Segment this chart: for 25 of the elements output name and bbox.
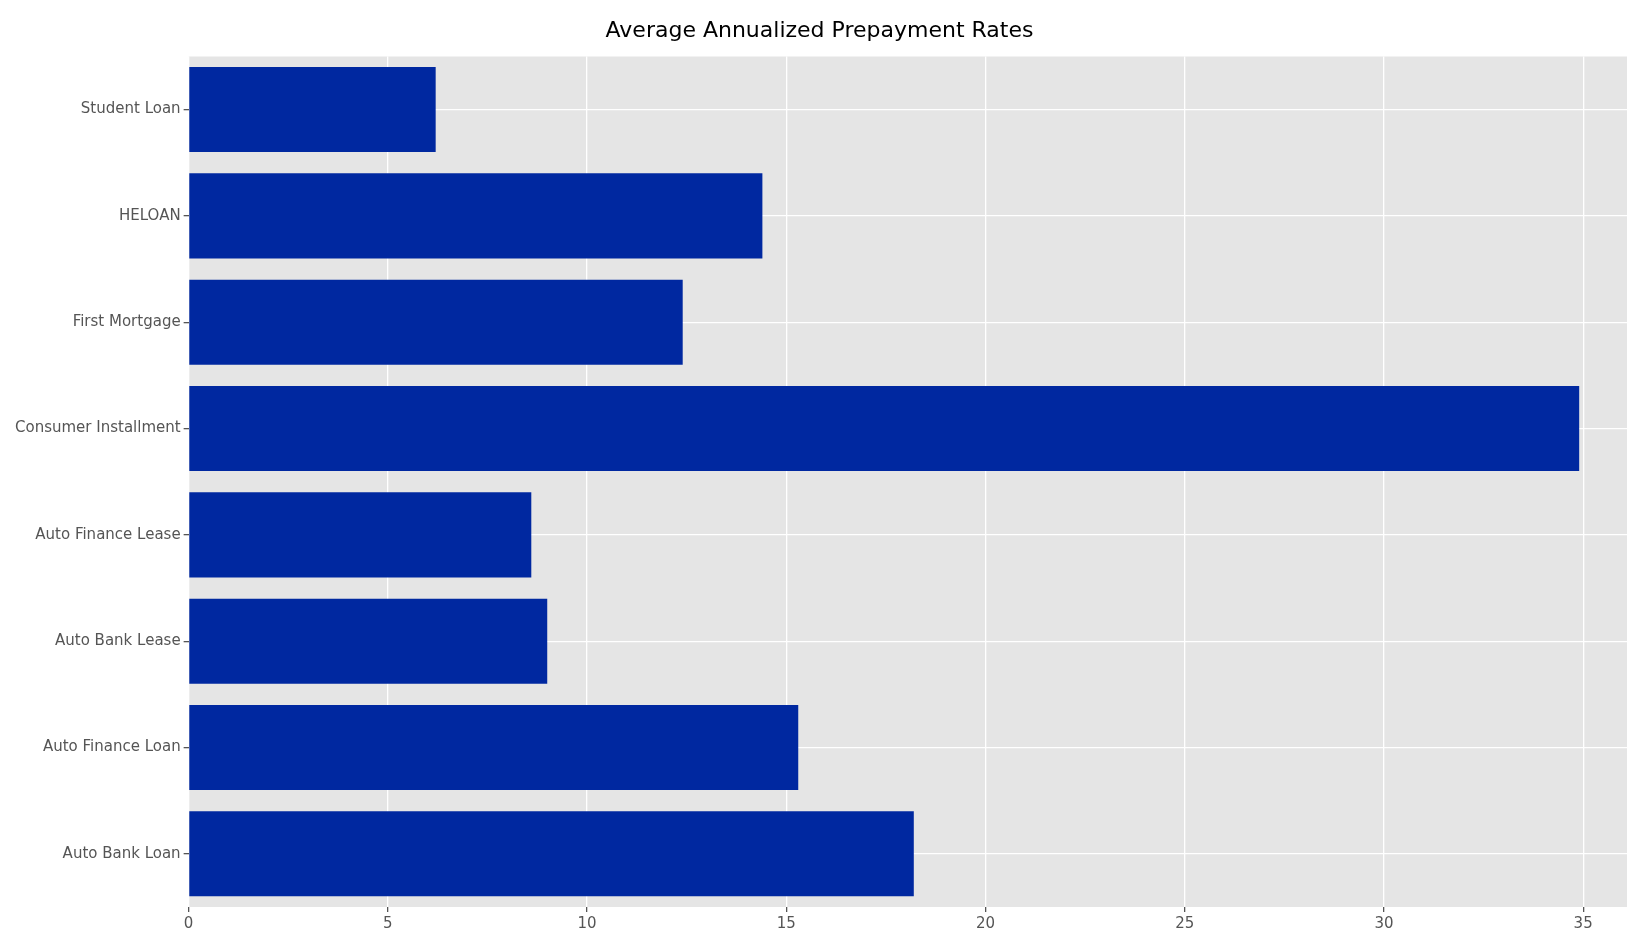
y-tick-label: Auto Bank Loan xyxy=(62,843,181,862)
x-tick-label: 5 xyxy=(383,913,393,932)
x-tick-label: 20 xyxy=(975,913,996,932)
x-tick-label: 0 xyxy=(183,913,194,932)
x-tick-label: 30 xyxy=(1374,913,1394,932)
x-tick-label: 10 xyxy=(577,913,597,932)
y-tick-label: HELOAN xyxy=(119,205,181,224)
chart-title: Average Annualized Prepayment Rates xyxy=(605,16,1034,42)
y-tick-label: Auto Bank Lease xyxy=(55,631,181,650)
bar xyxy=(189,598,548,684)
y-tick-label: First Mortgage xyxy=(72,312,181,331)
bar xyxy=(189,279,683,365)
bar xyxy=(189,67,436,153)
x-tick-label: 35 xyxy=(1573,913,1593,932)
x-tick-label: 25 xyxy=(1175,913,1195,932)
bar xyxy=(189,173,763,259)
y-tick-label: Auto Finance Lease xyxy=(35,524,181,543)
x-tick-label: 15 xyxy=(776,913,796,932)
bar xyxy=(189,811,914,897)
y-tick-label: Student Loan xyxy=(80,99,181,118)
bar xyxy=(189,492,532,578)
y-tick-label: Consumer Installment xyxy=(15,418,181,437)
bar xyxy=(189,386,1580,472)
y-tick-label: Auto Finance Loan xyxy=(42,737,181,756)
bar xyxy=(189,704,799,791)
